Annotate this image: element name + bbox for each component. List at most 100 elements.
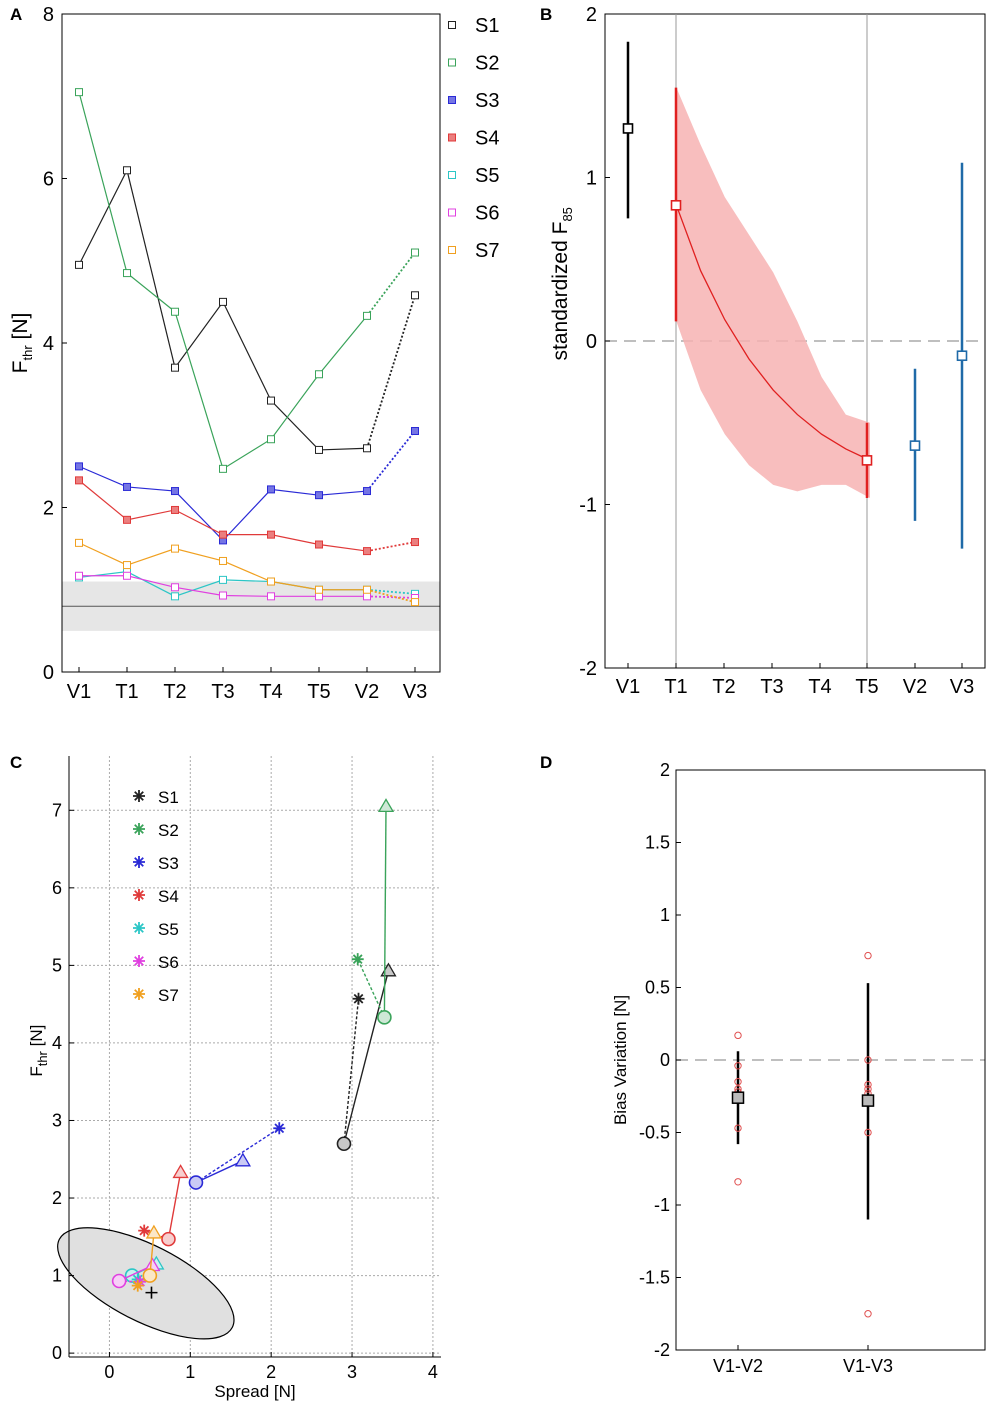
marker-s1 xyxy=(267,396,275,405)
legend-marker-s3 xyxy=(448,96,456,104)
legend-label-s1: S1 xyxy=(475,15,499,37)
legend-star-s4 xyxy=(133,889,145,901)
x-tick-label: V1 xyxy=(67,681,91,703)
y-tick-label: 1.5 xyxy=(645,833,670,853)
legend-marker-s5 xyxy=(448,171,456,179)
triangle-marker-s3 xyxy=(234,1152,252,1167)
legend-star-s2 xyxy=(133,823,145,835)
legend-star-s1 xyxy=(133,790,145,802)
circle-marker-s1 xyxy=(336,1136,352,1152)
circle-marker-s6 xyxy=(111,1273,127,1289)
marker-s7 xyxy=(123,561,131,570)
legend-marker-s2 xyxy=(448,58,456,67)
marker-s1 xyxy=(123,166,131,175)
circle-marker-s3 xyxy=(188,1175,204,1190)
marker-s3 xyxy=(411,427,419,436)
legend-label-s3: S3 xyxy=(475,90,499,112)
y-tick-label: 4 xyxy=(52,1033,62,1053)
star-marker-s3 xyxy=(273,1122,286,1135)
y-tick-label: 6 xyxy=(52,878,62,898)
x-tick-label: T4 xyxy=(259,681,282,703)
legend-label-s5: S5 xyxy=(475,165,499,187)
triangle-marker-s2 xyxy=(377,798,395,813)
marker-s4 xyxy=(75,476,83,485)
y-tick-label: 7 xyxy=(52,800,62,820)
marker-s2 xyxy=(75,88,83,97)
y-tick-label: 3 xyxy=(52,1110,62,1130)
legend-label-s1: S1 xyxy=(158,788,179,807)
connector-solid-s3 xyxy=(195,1160,244,1184)
series-dotted-s6 xyxy=(366,595,416,599)
marker-s1 xyxy=(363,444,371,453)
trend-line xyxy=(675,205,871,461)
marker-s7 xyxy=(219,556,227,565)
marker-s5 xyxy=(219,575,227,584)
x-tick-label: T2 xyxy=(163,681,186,703)
y-tick-label: -1 xyxy=(654,1195,670,1215)
point-marker-v2 xyxy=(909,440,921,451)
mean-marker-v1-v3 xyxy=(861,1094,875,1107)
y-tick-label: 1 xyxy=(586,168,597,190)
individual-point xyxy=(864,1085,872,1093)
x-tick-label: 1 xyxy=(185,1362,195,1382)
series-dotted-s5 xyxy=(366,588,416,595)
legend-label-s6: S6 xyxy=(158,953,179,972)
y-tick-label: 0 xyxy=(586,331,597,353)
series-dotted-s7 xyxy=(366,588,416,603)
marker-s7 xyxy=(75,538,83,547)
y-axis-label: standardized F85 xyxy=(549,207,575,360)
x-tick-label: T5 xyxy=(307,681,330,703)
marker-s4 xyxy=(411,538,419,547)
y-tick-label: 0 xyxy=(43,662,54,684)
marker-s2 xyxy=(315,370,323,379)
marker-s3 xyxy=(363,487,371,496)
legend-star-s5 xyxy=(133,922,145,934)
marker-s3 xyxy=(171,487,179,496)
mean-marker-v1-v2 xyxy=(731,1091,745,1104)
panel-b-errorbar-chart: -2 -1 0 1 2 V1 T1 T2 T3 T4 T5 V2 V3 standardized F85 xyxy=(549,4,986,698)
y-tick-label: 2 xyxy=(660,760,670,780)
y-tick-label: -2 xyxy=(654,1340,670,1360)
marker-s7 xyxy=(267,577,275,586)
panel-letter-d: D xyxy=(540,753,552,772)
marker-s1 xyxy=(315,445,323,454)
marker-s2 xyxy=(171,307,179,316)
x-tick-label: V2 xyxy=(355,681,379,703)
y-tick-label: 0 xyxy=(660,1050,670,1070)
marker-s6 xyxy=(267,592,275,601)
legend-label-s7: S7 xyxy=(475,240,499,262)
x-tick-label: 3 xyxy=(347,1362,357,1382)
y-axis-label: Fthr [N] xyxy=(27,1025,50,1077)
connector-dotted-s2 xyxy=(357,958,386,1018)
marker-s4 xyxy=(267,530,275,539)
x-tick-label: V1-V3 xyxy=(843,1356,893,1376)
individual-point xyxy=(734,1078,742,1086)
marker-s6 xyxy=(171,583,179,592)
individual-point xyxy=(734,1124,742,1132)
series-line-s2 xyxy=(78,91,368,470)
individual-point xyxy=(864,951,872,960)
y-tick-label: -0.5 xyxy=(639,1123,670,1143)
x-tick-label: T3 xyxy=(211,681,234,703)
y-tick-label: -1 xyxy=(579,495,597,517)
connector-solid-s1 xyxy=(343,970,390,1144)
series-dotted-s1 xyxy=(366,295,416,449)
individual-point xyxy=(734,1178,742,1186)
x-tick-label: V3 xyxy=(950,676,974,698)
y-tick-label: 2 xyxy=(52,1188,62,1208)
y-tick-label: 0.5 xyxy=(645,978,670,998)
y-tick-label: 5 xyxy=(52,955,62,975)
connector-dotted-s3 xyxy=(195,1127,280,1184)
series-line-s3 xyxy=(78,465,368,542)
legend-label-s2: S2 xyxy=(475,53,499,75)
circle-marker-s4 xyxy=(161,1231,176,1247)
connector-solid-s4 xyxy=(167,1172,182,1240)
connector-dotted-s1 xyxy=(343,998,360,1144)
star-marker-s4 xyxy=(138,1224,151,1237)
star-marker-s6 xyxy=(134,1275,147,1288)
y-tick-label: 2 xyxy=(586,4,597,26)
y-tick-label: 1 xyxy=(52,1266,62,1286)
x-tick-label: T4 xyxy=(808,676,831,698)
individual-point xyxy=(734,1062,742,1070)
